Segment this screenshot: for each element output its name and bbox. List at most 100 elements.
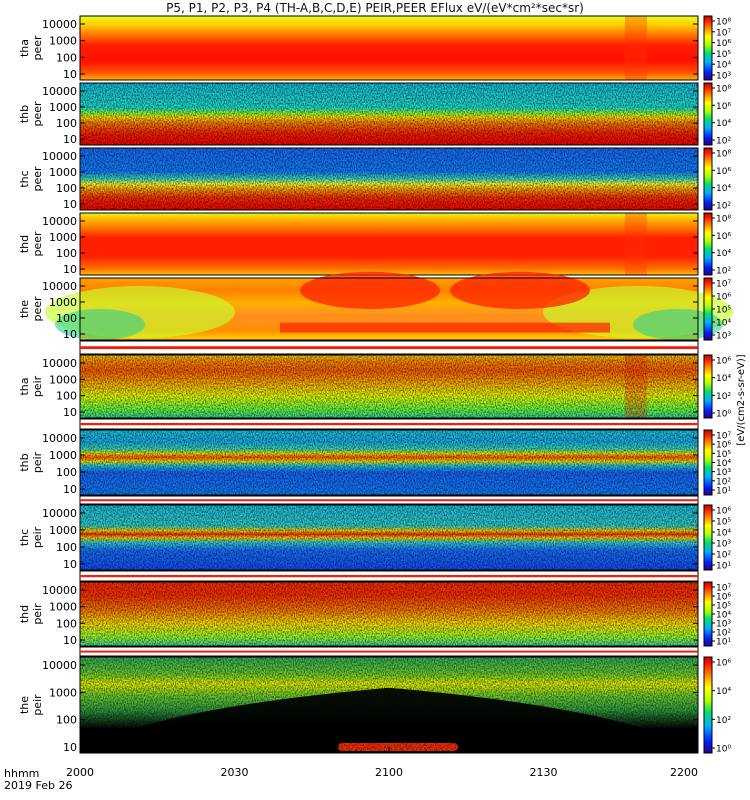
y-tick-label: 10000: [42, 18, 77, 31]
y-tick-label: 10000: [42, 150, 77, 163]
y-tick-label: 100: [56, 182, 77, 195]
colorbar: 10⁶ 10⁴ 10² 10⁰: [703, 656, 731, 755]
time-tick-label: 2200: [670, 766, 698, 779]
spectrogram-image: [80, 16, 698, 80]
colorbar-tick-label: 10⁵: [716, 306, 731, 316]
colorbar-tick-label: 10⁸: [716, 215, 731, 225]
y-tick-label: 10: [63, 133, 77, 146]
colorbar-tick-label: 10³: [716, 468, 731, 478]
panel-ylabel: thdpeir: [18, 603, 44, 625]
colorbar-tick-label: 10⁶: [716, 507, 731, 517]
y-tick-label: 1000: [49, 101, 77, 114]
colorbar-tick-label: 10⁴: [716, 319, 731, 329]
colorbar-tick-label: 10³: [716, 540, 731, 550]
colorbar-tick-label: 10⁶: [716, 441, 731, 451]
panel-ylabel: thapeir: [18, 375, 44, 397]
colorbar-tick-label: 10⁴: [716, 687, 731, 697]
y-tick-label: 10: [63, 406, 77, 419]
y-tick-label: 10000: [42, 507, 77, 520]
colorbar-tick-label: 10⁸: [716, 85, 731, 95]
colorbar-tick-label: 10⁰: [716, 410, 731, 420]
y-tick-label: 1000: [49, 373, 77, 386]
panel-the-peer: 10 100 1000 10000 thepeer 10⁷ 10⁶ 10⁵ 10⁴ 10³: [18, 271, 733, 342]
panel-separator: [79, 418, 699, 430]
y-tick-label: 10: [63, 68, 77, 81]
y-tick-label: 1000: [49, 35, 77, 48]
colorbar-tick-label: 10⁴: [716, 249, 731, 259]
y-tick-label: 10: [63, 263, 77, 276]
panel-ylabel: thcpeer: [18, 166, 44, 192]
y-tick-label: 100: [56, 714, 77, 727]
y-tick-label: 1000: [49, 449, 77, 462]
y-tick-label: 10000: [42, 215, 77, 228]
y-tick-label: 10: [63, 198, 77, 211]
colorbar-tick-label: 10⁶: [716, 293, 731, 303]
colorbar-tick-label: 10³: [716, 620, 731, 630]
time-tick-label: 2130: [530, 766, 558, 779]
panel-ylabel: thbpeir: [18, 451, 44, 473]
y-axis-ticks: 10 100 1000 10000: [42, 18, 698, 81]
colorbar-tick-label: 10⁵: [716, 518, 731, 528]
colorbar: 10⁶ 10⁴ 10² 10⁰: [703, 354, 731, 420]
colorbar-tick-label: 10⁷: [716, 432, 731, 442]
colorbar-units-label: [eV/(cm2-s-sr-eV)]: [736, 354, 747, 445]
colorbar-tick-label: 10²: [716, 551, 731, 561]
colorbar-tick-label: 10²: [716, 202, 731, 212]
y-tick-label: 10000: [42, 584, 77, 597]
colorbar-tick-label: 10⁶: [716, 659, 731, 669]
time-tick-label: 2100: [375, 766, 403, 779]
y-tick-label: 10: [63, 558, 77, 571]
time-tick-label: 2000: [66, 766, 94, 779]
panel-thd-peer: 10 100 1000 10000 thdpeer 10⁸ 10⁶ 10⁴ 10²: [18, 212, 731, 277]
panel-ylabel: thdpeer: [18, 231, 44, 257]
colorbar-tick-label: 10²: [716, 716, 731, 726]
colorbar-tick-label: 10⁴: [716, 529, 731, 539]
colorbar-tick-label: 10²: [716, 477, 731, 487]
y-tick-label: 10000: [42, 357, 77, 370]
panel-separator: [79, 570, 699, 582]
y-tick-label: 10: [63, 634, 77, 647]
panel-separator: [79, 646, 699, 657]
panel-ylabel: thapeer: [18, 35, 44, 61]
y-tick-label: 1000: [49, 524, 77, 537]
y-tick-label: 100: [56, 117, 77, 130]
colorbar-tick-label: 10⁵: [716, 602, 731, 612]
y-tick-label: 100: [56, 466, 77, 479]
y-tick-label: 10: [63, 741, 77, 754]
spectrogram-image: [80, 213, 698, 275]
colorbar: 10⁸ 10⁶ 10⁴ 10²: [703, 147, 731, 212]
colorbar-tick-label: 10⁷: [716, 584, 731, 594]
colorbar-tick-label: 10¹: [716, 487, 731, 497]
colorbar-tick-label: 10⁶: [716, 39, 731, 49]
colorbar-tick-label: 10³: [716, 332, 731, 342]
y-axis-ticks: 10 100 1000 10000: [42, 507, 698, 571]
colorbar-tick-label: 10⁷: [716, 28, 731, 38]
colorbar-tick-label: 10⁶: [716, 102, 731, 112]
colorbar-tick-label: 10⁵: [716, 50, 731, 60]
y-tick-label: 10000: [42, 85, 77, 98]
y-tick-label: 10: [63, 328, 77, 341]
y-tick-label: 1000: [49, 296, 77, 309]
panel-ylabel: thcpeir: [18, 526, 44, 548]
colorbar-tick-label: 10⁴: [716, 374, 731, 384]
panel-the-peir: 10 100 1000 10000 thepeir 10⁶ 10⁴ 10² 10⁰: [18, 656, 731, 755]
colorbar-tick-label: 10⁵: [716, 450, 731, 460]
colorbar-tick-label: 10²: [716, 267, 731, 277]
colorbar: 10⁷ 10⁶ 10⁵ 10⁴ 10³: [703, 277, 731, 342]
colorbar-tick-label: 10⁸: [716, 150, 731, 160]
y-tick-label: 10000: [42, 280, 77, 293]
colorbar-tick-label: 10²: [716, 629, 731, 639]
y-axis-ticks: 10 100 1000 10000: [42, 584, 698, 647]
colorbar-tick-label: 10⁶: [716, 357, 731, 367]
y-axis-ticks: 10 100 1000 10000: [42, 85, 698, 146]
colorbar-tick-label: 10⁷: [716, 280, 731, 290]
colorbar-tick-label: 10⁶: [716, 593, 731, 603]
y-tick-label: 100: [56, 51, 77, 64]
chart-title: P5, P1, P2, P3, P4 (TH-A,B,C,D,E) PEIR,P…: [166, 1, 584, 15]
panel-ylabel: thepeer: [18, 296, 44, 322]
